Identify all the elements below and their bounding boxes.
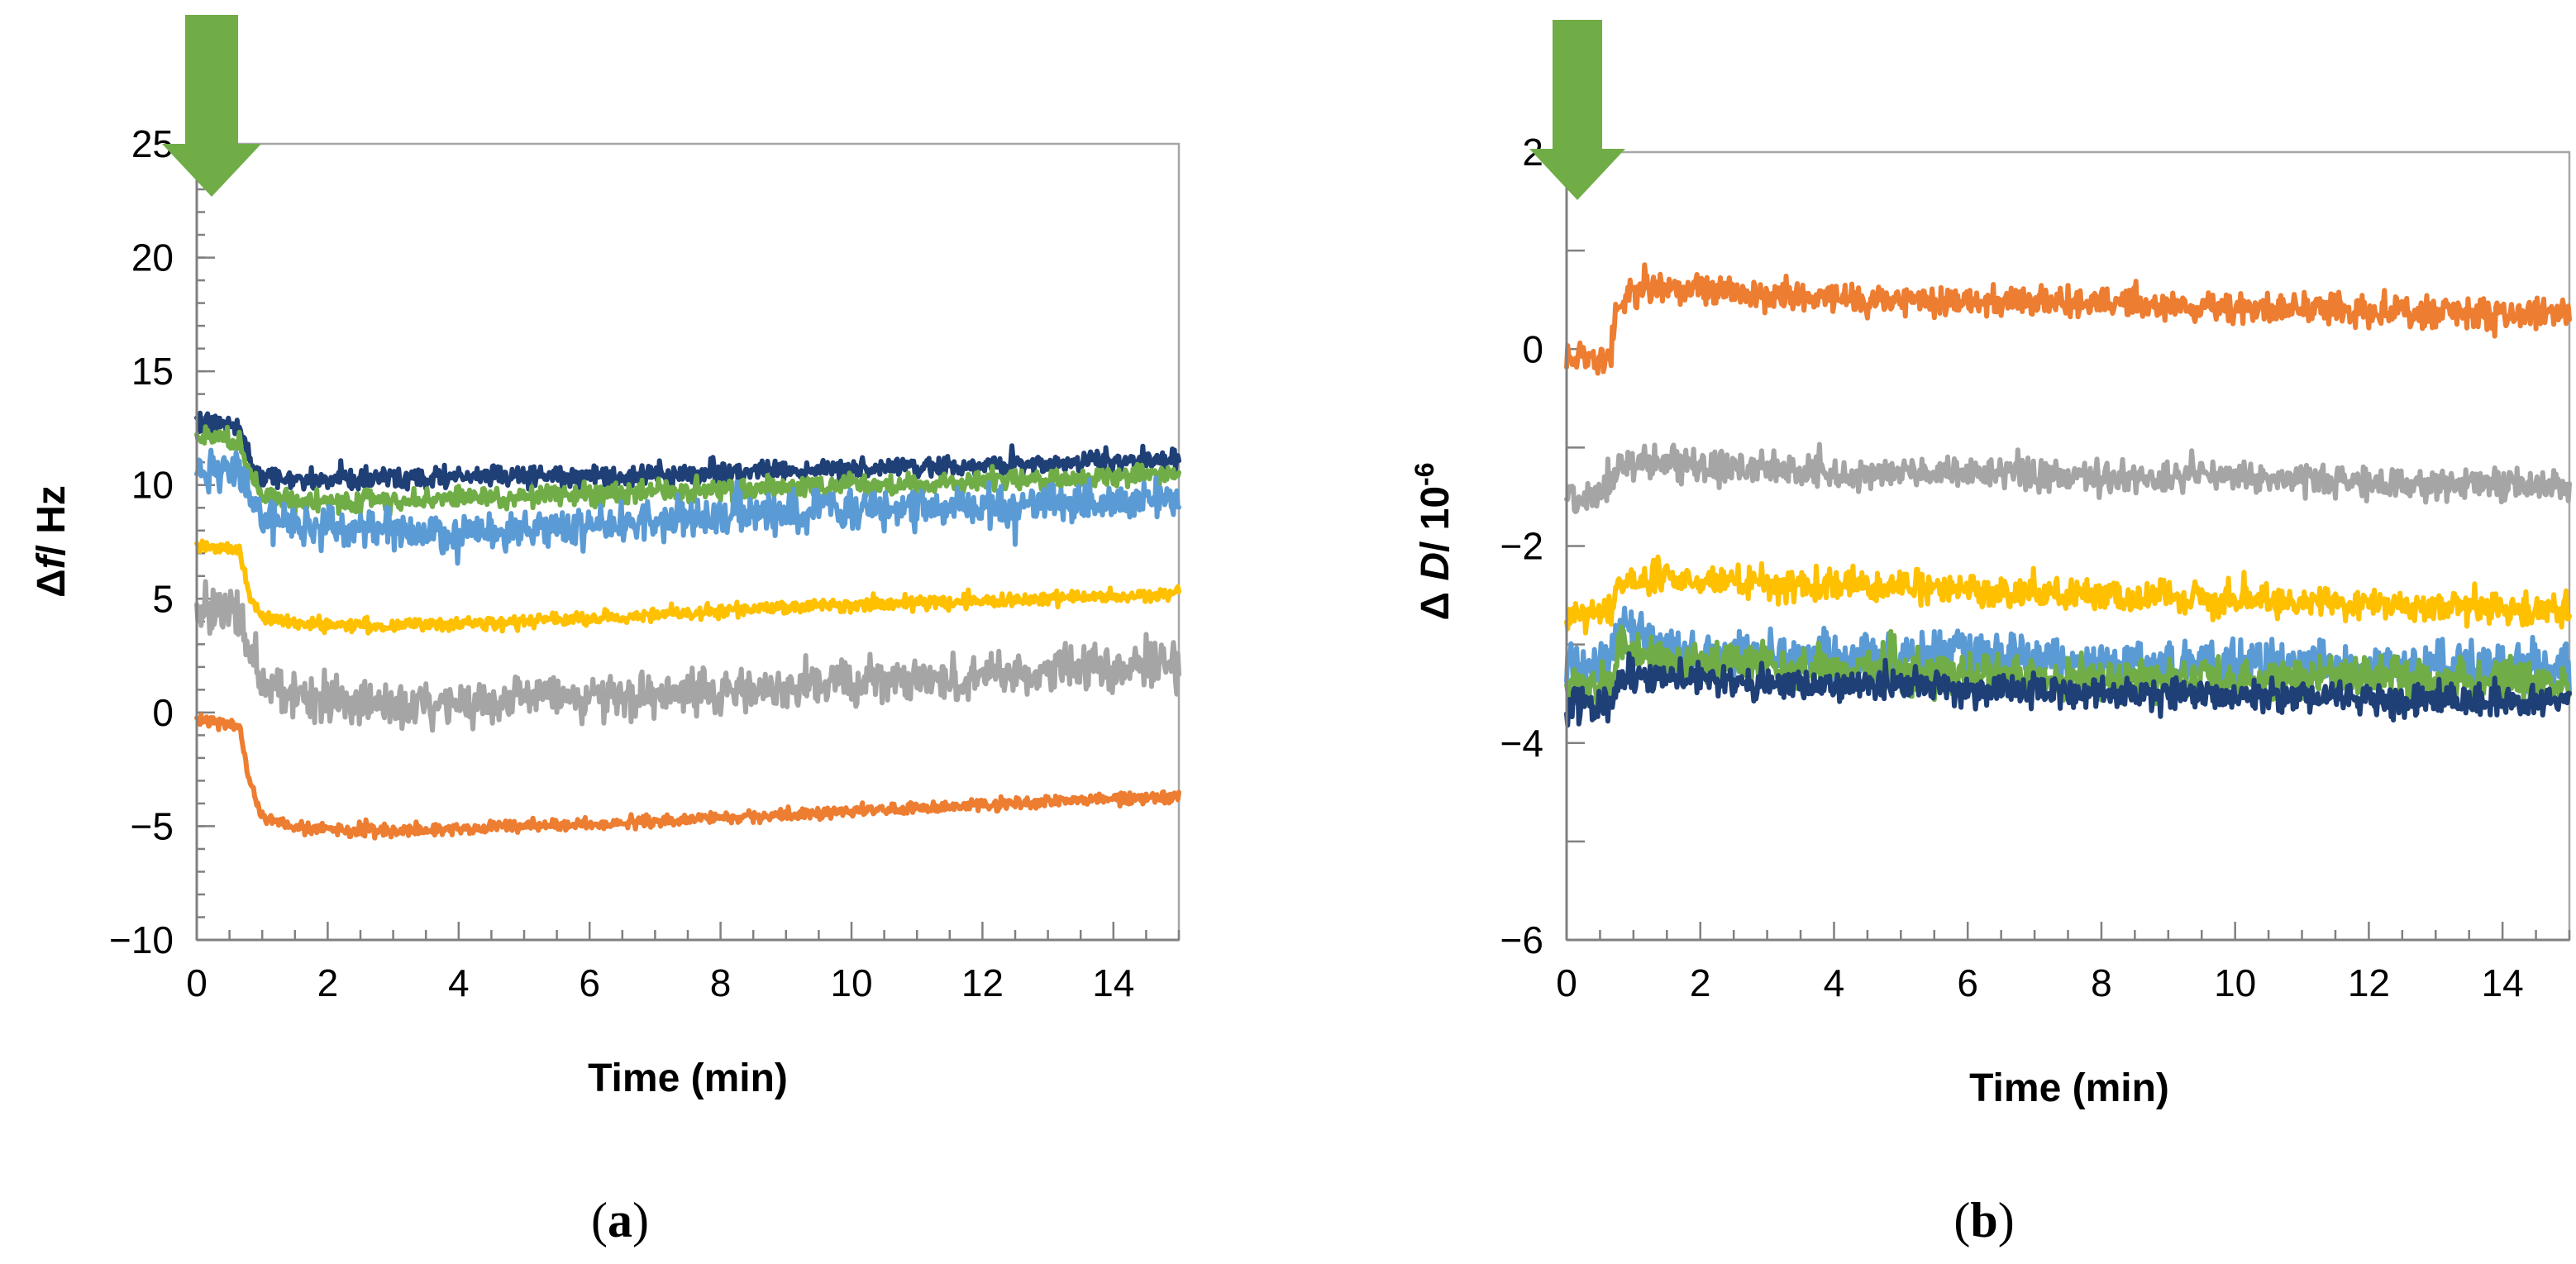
x-tick-label: 2	[317, 961, 339, 1004]
x-tick-label: 12	[961, 961, 1004, 1004]
x-tick-label: 12	[2348, 961, 2390, 1004]
y-ticks-b: −6−4−202	[1500, 131, 1585, 961]
x-axis-title-b: Time (min)	[1969, 1066, 2169, 1110]
y-tick-label: −2	[1500, 525, 1543, 568]
series-line-gray	[194, 579, 1181, 733]
panel-label-a: (a)	[591, 1193, 649, 1247]
x-tick-label: 6	[1957, 961, 1978, 1004]
injection-arrow-b	[1529, 20, 1625, 200]
series-line-yellow	[1564, 554, 2572, 636]
y-tick-label: 10	[131, 464, 174, 507]
series-group-b	[1564, 262, 2572, 728]
y-tick-label: 0	[152, 691, 174, 734]
series-line-orange	[1564, 262, 2572, 376]
x-tick-label: 8	[2091, 961, 2112, 1004]
y-tick-label: −4	[1500, 722, 1543, 765]
x-tick-label: 14	[1092, 961, 1134, 1004]
series-line-yellow	[194, 538, 1181, 636]
panel-label-b: (b)	[1953, 1193, 2014, 1247]
x-axis-title-a: Time (min)	[588, 1057, 788, 1100]
x-tick-label: 0	[186, 961, 208, 1004]
injection-arrow-a	[162, 15, 261, 197]
y-tick-label: −10	[109, 918, 174, 961]
y-tick-label: −6	[1500, 918, 1543, 961]
x-tick-label: 10	[2214, 961, 2256, 1004]
series-line-navy	[1564, 651, 2572, 728]
x-tick-label: 2	[1690, 961, 1711, 1004]
x-tick-label: 14	[2482, 961, 2524, 1004]
y-tick-label: −5	[131, 804, 174, 847]
series-line-orange	[194, 712, 1181, 841]
series-line-green	[1564, 624, 2572, 713]
x-tick-label: 0	[1556, 961, 1577, 1004]
plot-frame-b	[1565, 150, 2571, 942]
x-tick-label: 4	[448, 961, 470, 1004]
series-line-navy	[194, 410, 1181, 492]
series-group-a	[194, 410, 1181, 841]
x-ticks-b: 0 2 4 6 8 10 12 14	[1556, 922, 2571, 1004]
x-tick-label: 10	[830, 961, 872, 1004]
y-tick-label: 15	[131, 350, 174, 393]
x-tick-label: 4	[1824, 961, 1845, 1004]
y-tick-label: 5	[152, 577, 174, 620]
x-tick-label: 8	[710, 961, 732, 1004]
y-tick-label: 20	[131, 236, 174, 279]
y-axis-title-a: Δf/ Hz	[30, 485, 74, 598]
series-line-gray	[1564, 441, 2572, 514]
x-tick-label: 6	[579, 961, 600, 1004]
series-line-green	[194, 424, 1181, 518]
x-ticks-a: 0 2 4 6 8 10 12 14	[186, 922, 1181, 1004]
y-tick-label: 0	[1522, 327, 1543, 370]
series-line-light_blue	[194, 447, 1181, 566]
y-axis-title-b: Δ D/ 10-6	[1410, 462, 1457, 620]
chart-panel-b: 0 2 4 6 8 10 12 14 −6 −4 −2 0 2 Time (min) Δ D/ 10-…	[1410, 20, 2572, 1247]
